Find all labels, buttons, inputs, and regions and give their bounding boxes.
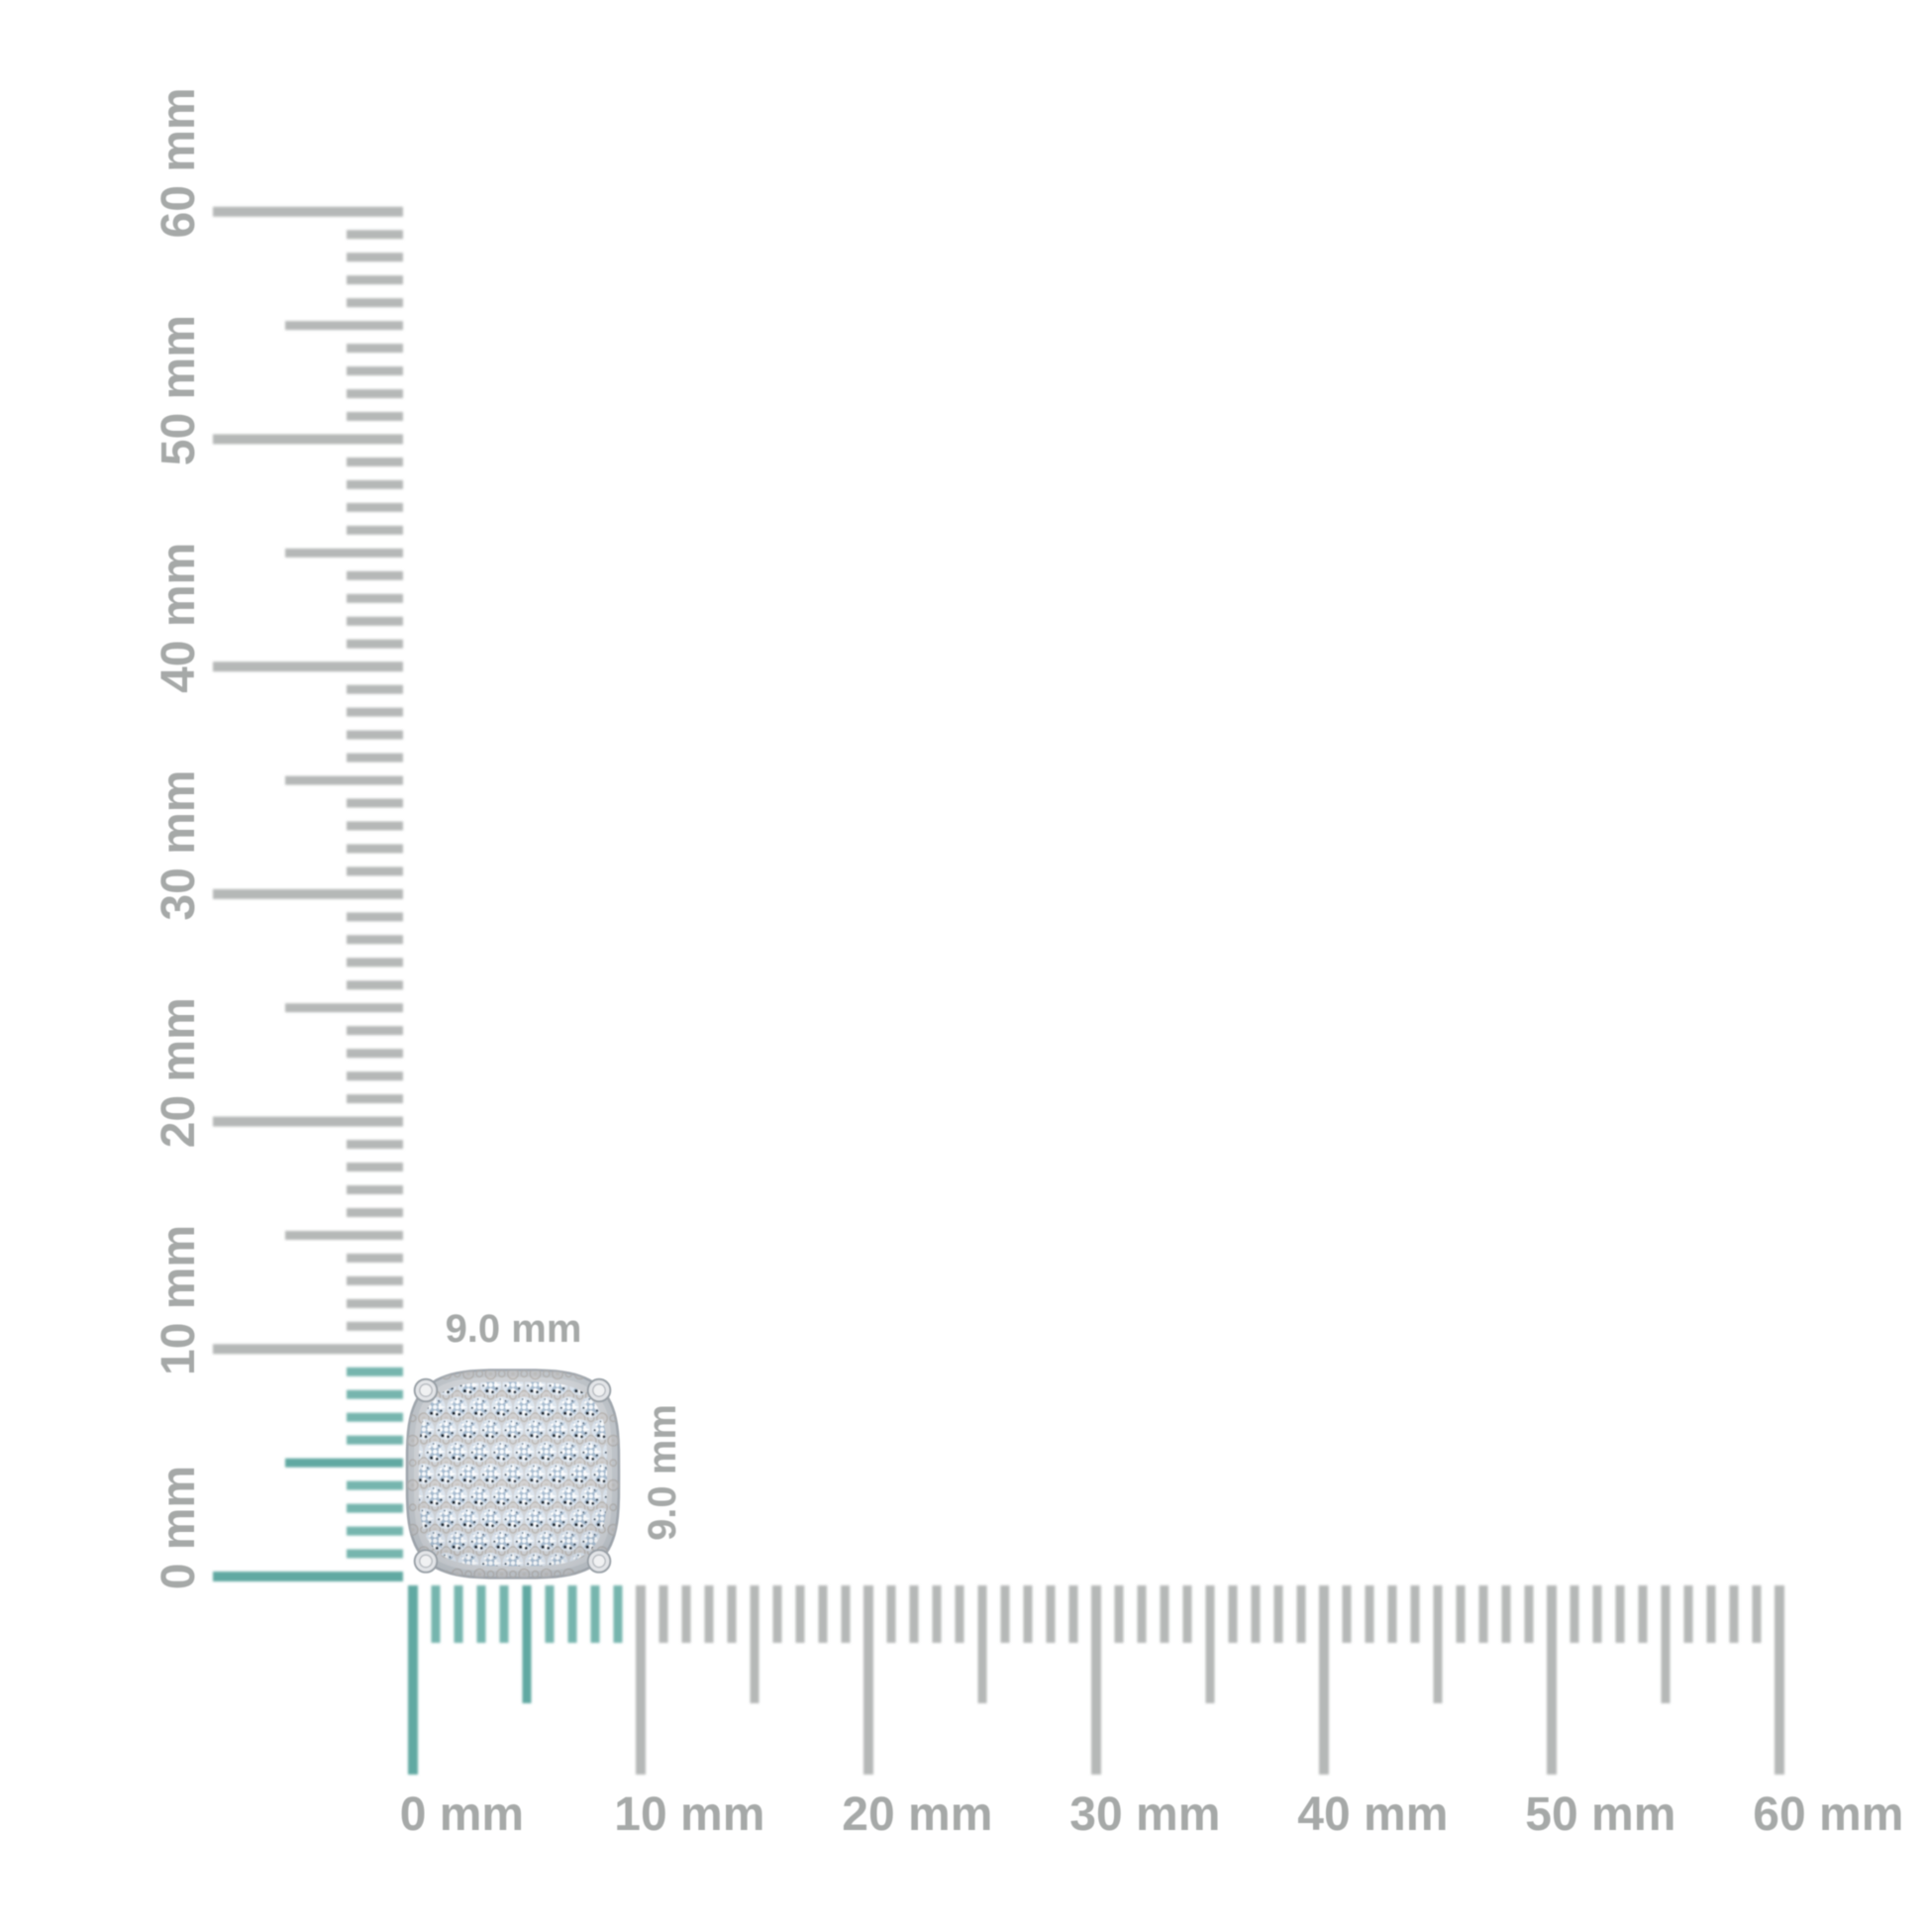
svg-text:60 mm: 60 mm	[152, 87, 205, 238]
svg-text:50 mm: 50 mm	[1525, 1788, 1675, 1841]
svg-text:50 mm: 50 mm	[152, 315, 205, 465]
svg-text:9.0 mm: 9.0 mm	[641, 1404, 684, 1541]
svg-text:30 mm: 30 mm	[152, 770, 205, 921]
svg-text:9.0 mm: 9.0 mm	[446, 1307, 582, 1351]
svg-text:40 mm: 40 mm	[152, 543, 205, 693]
svg-text:40 mm: 40 mm	[1297, 1788, 1448, 1841]
svg-text:20 mm: 20 mm	[152, 997, 205, 1148]
svg-text:20 mm: 20 mm	[842, 1788, 992, 1841]
svg-text:10 mm: 10 mm	[614, 1788, 764, 1841]
svg-text:60 mm: 60 mm	[1753, 1788, 1903, 1841]
svg-text:10 mm: 10 mm	[152, 1225, 205, 1375]
svg-text:0 mm: 0 mm	[400, 1788, 524, 1841]
svg-text:0 mm: 0 mm	[152, 1466, 205, 1589]
svg-text:30 mm: 30 mm	[1069, 1788, 1220, 1841]
